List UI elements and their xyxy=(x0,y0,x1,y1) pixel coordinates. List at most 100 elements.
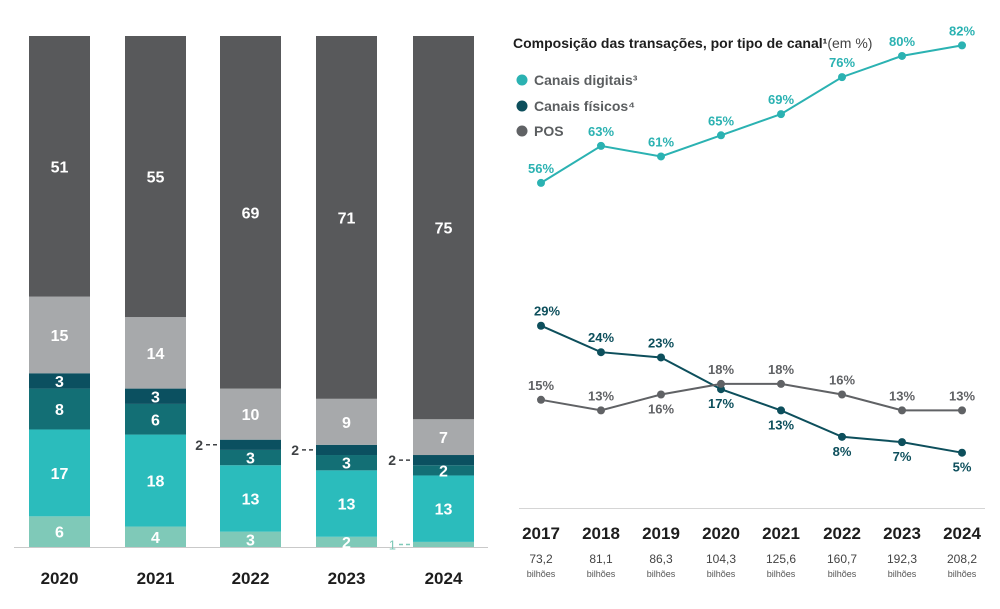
bar-segment xyxy=(29,429,90,517)
bar-value-label: 13 xyxy=(338,497,356,514)
data-label: 29% xyxy=(534,304,560,319)
x-total-label: 86,3 xyxy=(649,552,673,566)
x-total-label: 125,6 xyxy=(766,552,796,566)
bar-value-label: 8 xyxy=(55,402,64,419)
bar-value-label: 17 xyxy=(51,466,69,483)
data-label: 80% xyxy=(889,34,915,49)
data-label: 13% xyxy=(588,388,614,403)
bar-value-label: 2 xyxy=(388,452,396,468)
data-label: 23% xyxy=(648,335,674,350)
data-label: 24% xyxy=(588,330,614,345)
bar-segment xyxy=(29,388,90,430)
bar-segment xyxy=(220,449,281,466)
data-point xyxy=(838,73,846,82)
bar-value-label: 71 xyxy=(338,210,356,227)
data-label: 13% xyxy=(768,417,794,432)
data-point xyxy=(537,321,545,330)
x-tick-label: 2018 xyxy=(582,524,620,543)
bar-segment xyxy=(316,536,377,547)
series-line xyxy=(540,324,963,454)
data-label: 7% xyxy=(893,449,912,464)
series-line xyxy=(540,382,962,412)
x-tick-label: 2021 xyxy=(762,524,800,543)
bar-value-label: 10 xyxy=(242,407,260,424)
bar-value-label: 14 xyxy=(147,346,165,363)
legend-marker xyxy=(516,100,528,112)
x-total-unit: bilhões xyxy=(828,569,857,579)
data-point xyxy=(838,432,846,441)
x-total-unit: bilhões xyxy=(888,569,917,579)
bar-category-label: 2024 xyxy=(425,569,463,588)
bar-value-label: 3 xyxy=(151,389,160,406)
data-point xyxy=(838,390,846,399)
bar-segment xyxy=(413,465,474,476)
bar-value-label: 6 xyxy=(55,525,64,542)
data-point xyxy=(537,395,545,404)
bar-value-label: 3 xyxy=(55,374,64,391)
bar-value-label: 75 xyxy=(435,221,453,238)
bar-segment xyxy=(413,36,474,420)
line-chart: Composição das transações, por tipo de c… xyxy=(513,23,985,579)
data-point xyxy=(657,152,665,161)
data-point xyxy=(537,178,545,187)
data-label: 15% xyxy=(528,378,554,393)
bar-segment xyxy=(413,419,474,456)
bar-value-label: 2 xyxy=(342,535,351,552)
legend-label: POS xyxy=(534,123,564,139)
x-tick-label: 2019 xyxy=(642,524,680,543)
data-point xyxy=(777,379,785,388)
bar-category-label: 2023 xyxy=(328,569,366,588)
x-tick-label: 2024 xyxy=(943,524,981,543)
legend-marker xyxy=(516,74,528,86)
data-point xyxy=(958,406,966,415)
bar-category-label: 2020 xyxy=(41,569,79,588)
x-total-unit: bilhões xyxy=(647,569,676,579)
bar-segment xyxy=(413,455,474,466)
bar-value-label: 3 xyxy=(246,532,255,549)
data-label: 76% xyxy=(829,55,855,70)
x-total-label: 208,2 xyxy=(947,552,977,566)
data-label: 56% xyxy=(528,161,554,176)
x-total-unit: bilhões xyxy=(587,569,616,579)
data-point xyxy=(958,448,966,457)
data-point xyxy=(777,110,785,119)
data-point xyxy=(898,51,906,60)
bar-value-label: 3 xyxy=(342,456,351,473)
data-label: 8% xyxy=(833,444,852,459)
bar-value-label: 4 xyxy=(151,530,160,547)
bar-segment xyxy=(316,398,377,445)
stacked-bar-chart: 2020 2021 2022 2023 2024 6 4 3 2 1 17 18 13 13 13 8 6 3 3 2… xyxy=(14,36,488,588)
x-total-unit: bilhões xyxy=(948,569,977,579)
data-point xyxy=(597,348,605,357)
x-total-label: 192,3 xyxy=(887,552,917,566)
data-point xyxy=(657,390,665,399)
x-tick-label: 2017 xyxy=(522,524,560,543)
data-label: 17% xyxy=(708,396,734,411)
bar-value-label: 55 xyxy=(147,170,165,187)
bar-value-label: 13 xyxy=(435,502,453,519)
bar-segment xyxy=(29,373,90,389)
bar-segment xyxy=(220,465,281,532)
data-label: 18% xyxy=(768,362,794,377)
data-point xyxy=(657,353,665,362)
x-total-unit: bilhões xyxy=(527,569,556,579)
data-label: 16% xyxy=(829,373,855,388)
data-point xyxy=(777,406,785,415)
bar-segment xyxy=(125,36,186,318)
bar-value-label: 1 xyxy=(389,537,396,552)
data-label: 13% xyxy=(889,388,915,403)
data-label: 13% xyxy=(949,388,975,403)
bar-value-label: 2 xyxy=(195,437,203,453)
data-point xyxy=(898,438,906,447)
bar-segment xyxy=(316,455,377,471)
x-total-unit: bilhões xyxy=(707,569,736,579)
bar-segment xyxy=(125,434,186,527)
data-label: 5% xyxy=(953,460,972,475)
data-label: 65% xyxy=(708,113,734,128)
bar-value-label: 2 xyxy=(439,463,448,480)
bar-segment xyxy=(125,317,186,389)
bar-value-label: 69 xyxy=(242,205,260,222)
bar-segment xyxy=(316,444,377,456)
